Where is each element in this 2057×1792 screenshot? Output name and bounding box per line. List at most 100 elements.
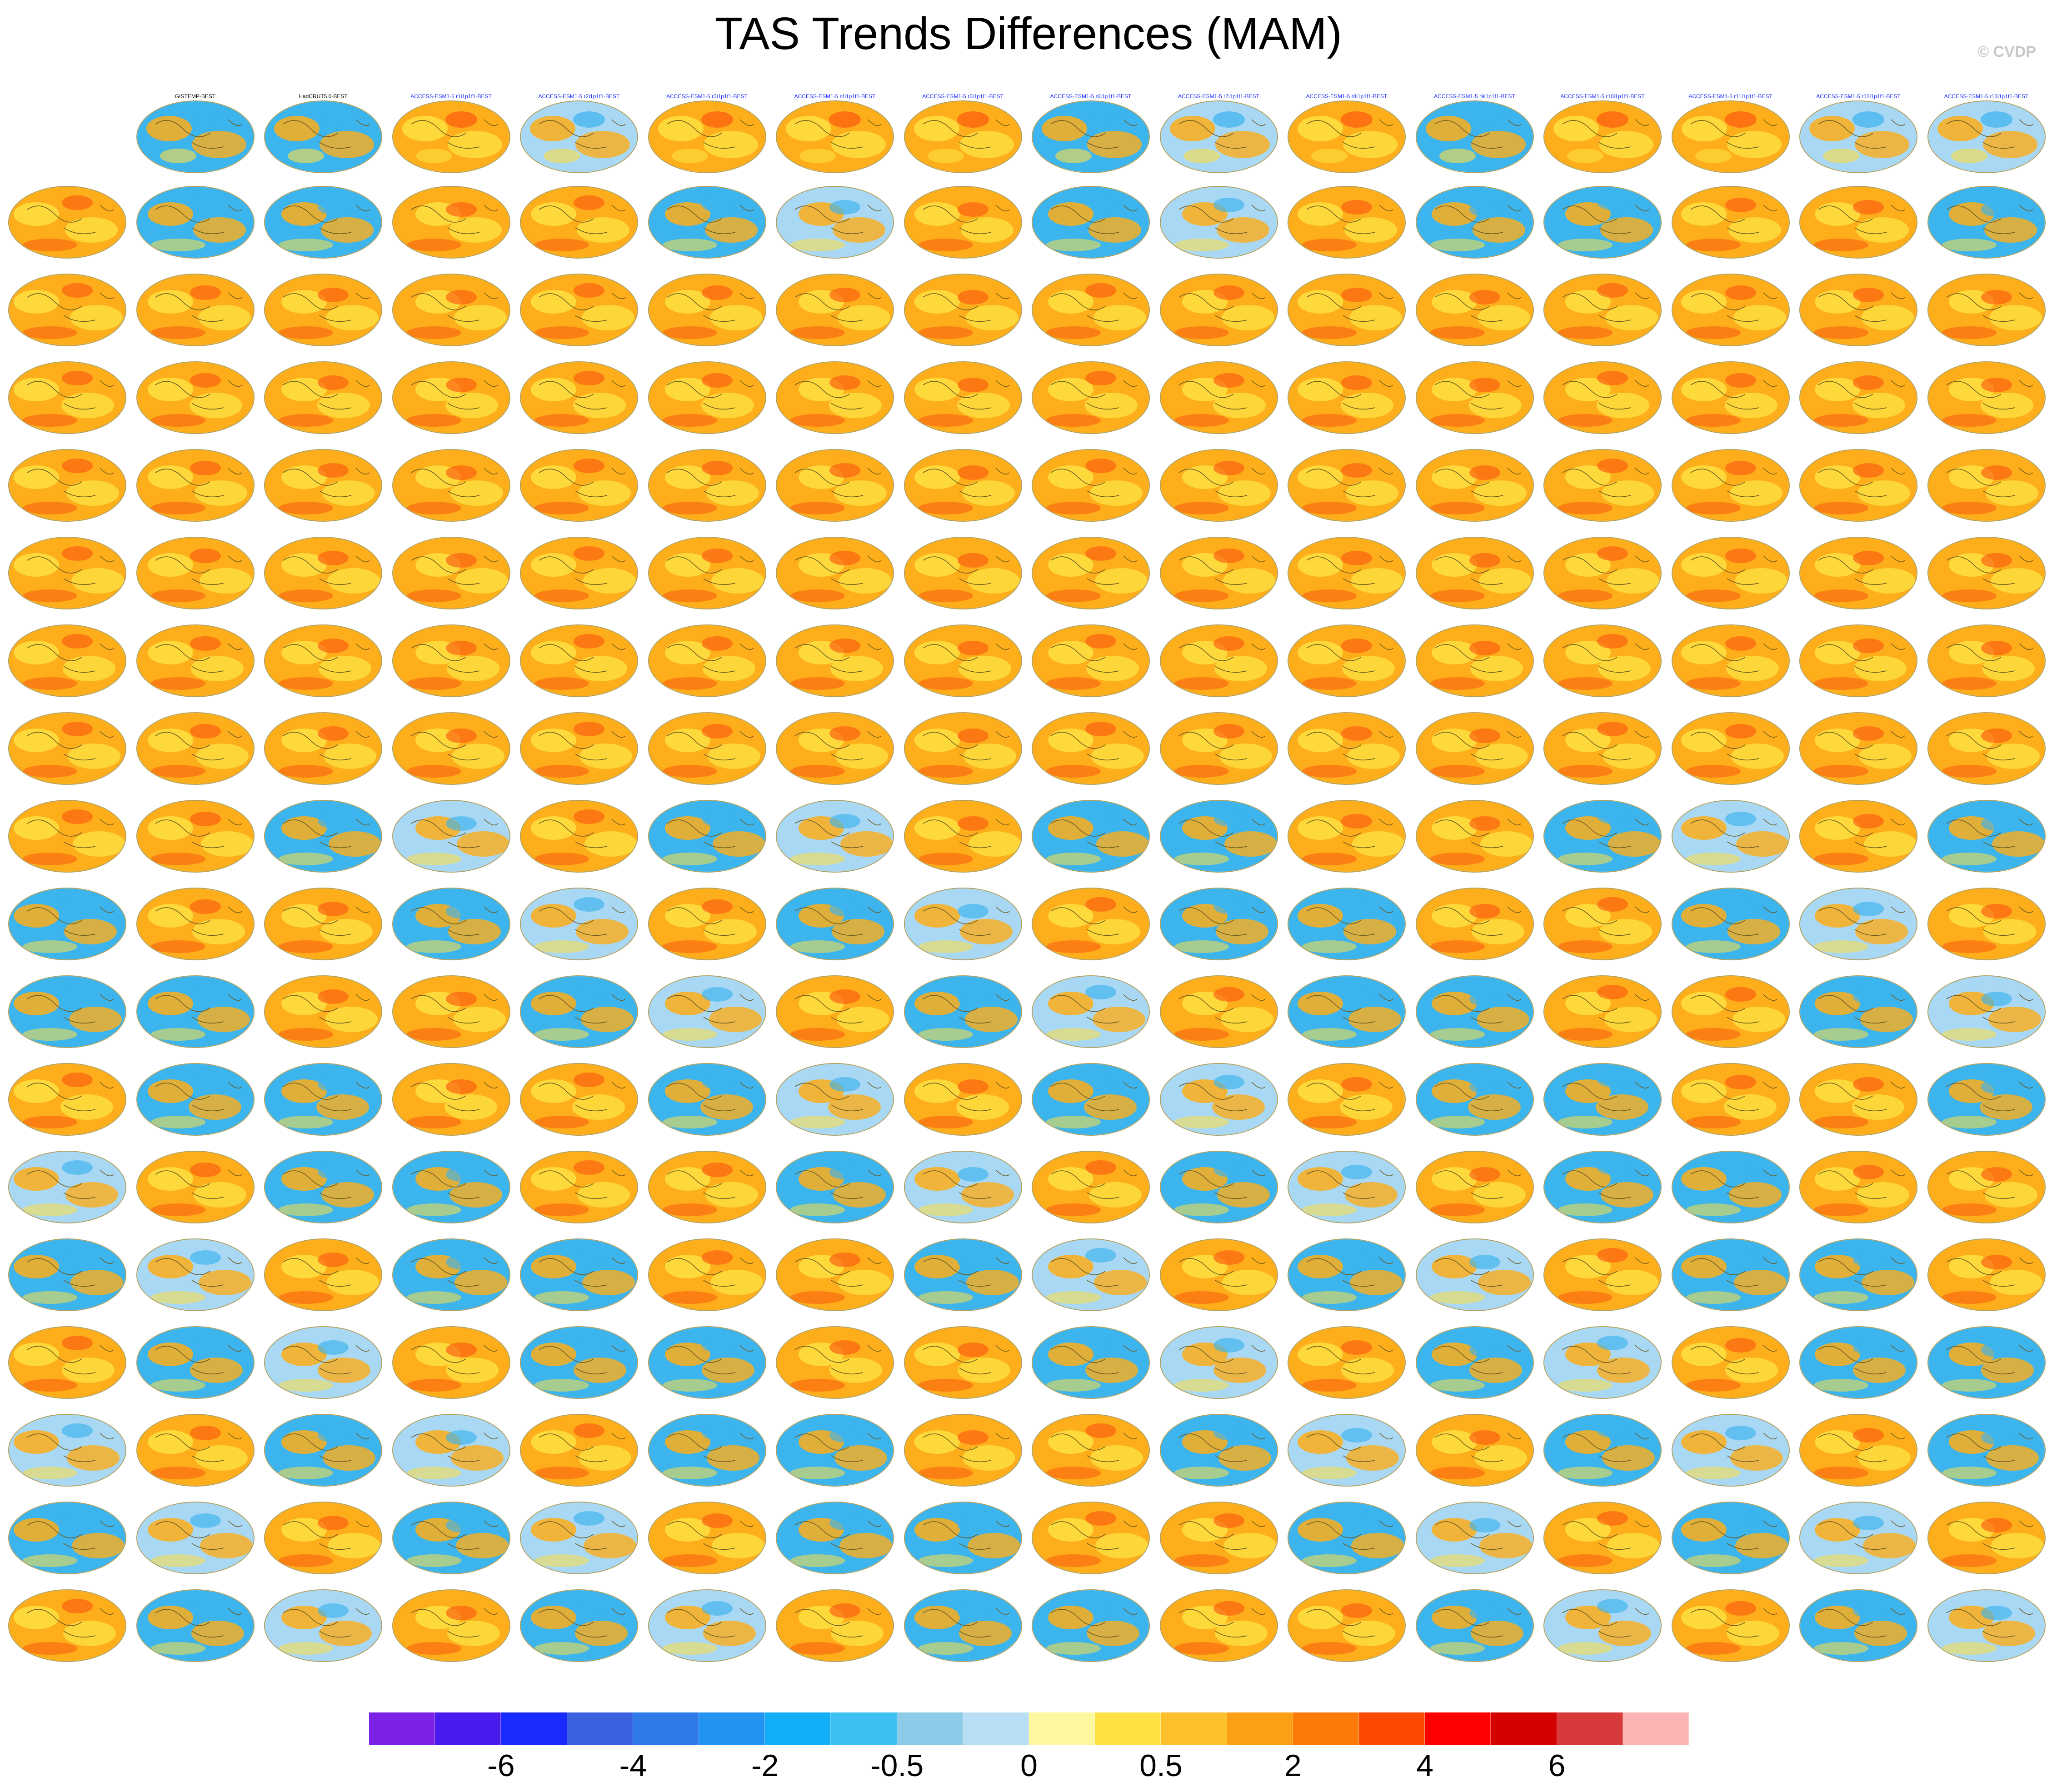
- globe-map: [776, 361, 894, 434]
- map-panel: [1156, 617, 1282, 699]
- globe-map: [264, 100, 382, 173]
- globe-map: [1671, 361, 1790, 434]
- map-panel: [389, 793, 514, 874]
- map-panel: [5, 354, 130, 436]
- map-panel: [5, 705, 130, 787]
- colorbar-tick-label: -2: [751, 1748, 779, 1783]
- globe-map: [136, 1502, 255, 1574]
- globe-map: [1543, 800, 1662, 873]
- colorbar-tick-labels: -6 -4 -2 -0.5 0 0.5 2 4 6: [369, 1747, 1689, 1788]
- map-panel: [516, 705, 642, 787]
- panel-label: ACCESS-ESM1-5 r4i1p1f1-BEST: [794, 93, 876, 100]
- globe-map: [1543, 1151, 1662, 1223]
- panel-label: ACCESS-ESM1-5 r1i1p1f1-BEST: [410, 93, 492, 100]
- globe-map: [1159, 274, 1278, 346]
- globe-map: [1927, 888, 2046, 960]
- map-panel: [1924, 1494, 2049, 1576]
- colorbar-box: [1425, 1712, 1491, 1745]
- map-panel: [644, 793, 770, 874]
- globe-map: [1543, 1589, 1662, 1662]
- map-panel: [1412, 1231, 1538, 1313]
- map-panel: [5, 1582, 130, 1664]
- globe-map: [1288, 888, 1406, 960]
- map-panel: [260, 617, 386, 699]
- map-panel: [260, 880, 386, 962]
- globe-map: [1543, 449, 1662, 522]
- globe-map: [904, 186, 1022, 259]
- globe-map: [1032, 1502, 1150, 1574]
- globe-map: [1159, 1326, 1278, 1399]
- map-panel: [1284, 266, 1409, 348]
- globe-map: [1927, 1589, 2046, 1662]
- globe-map: [8, 712, 126, 785]
- globe-map: [1927, 1414, 2046, 1487]
- map-panel: [900, 705, 1026, 787]
- globe-map: [520, 1414, 638, 1487]
- globe-map: [1288, 712, 1406, 785]
- globe-map: [648, 1151, 766, 1223]
- map-panel: [772, 1319, 898, 1401]
- globe-map: [1288, 1502, 1406, 1574]
- globe-map: [1415, 537, 1534, 609]
- globe-map: [1799, 888, 1917, 960]
- map-panel: [133, 705, 258, 787]
- globe-map: [1288, 449, 1406, 522]
- map-panel: [1284, 1407, 1409, 1488]
- map-panel: [1412, 617, 1538, 699]
- map-panel: [133, 354, 258, 436]
- map-panel: [5, 1407, 130, 1488]
- globe-map: [392, 449, 510, 522]
- map-panel: [1156, 1319, 1282, 1401]
- colorbar-box: [369, 1712, 435, 1745]
- map-panel: [1924, 1056, 2049, 1138]
- map-panel: [1156, 179, 1282, 260]
- globe-map: [392, 624, 510, 697]
- map-panel: ACCESS-ESM1-5 r5i1p1f1-BEST: [900, 93, 1026, 175]
- globe-map: [264, 1502, 382, 1574]
- globe-map: [136, 449, 255, 522]
- globe-map: [1415, 1151, 1534, 1223]
- globe-map: [904, 537, 1022, 609]
- colorbar-tick-label: 4: [1416, 1748, 1434, 1783]
- map-panel: [133, 1407, 258, 1488]
- map-panel: [5, 1494, 130, 1576]
- globe-map: [648, 712, 766, 785]
- globe-map: [392, 186, 510, 259]
- map-panel: [1412, 968, 1538, 1050]
- globe-map: [264, 361, 382, 434]
- map-panel: [772, 1231, 898, 1313]
- globe-map: [1415, 712, 1534, 785]
- map-panel: [516, 617, 642, 699]
- map-panel: [260, 1056, 386, 1138]
- map-panel: [1540, 705, 1665, 787]
- map-panel: [5, 442, 130, 524]
- globe-map: [1543, 975, 1662, 1048]
- map-panel: [1796, 1056, 1921, 1138]
- map-panel: [1284, 1231, 1409, 1313]
- globe-map: [1415, 1326, 1534, 1399]
- globe-map: [904, 100, 1022, 173]
- map-panel: [1028, 1231, 1153, 1313]
- globe-map: [8, 186, 126, 259]
- globe-map: [1671, 1589, 1790, 1662]
- globe-map: [520, 186, 638, 259]
- globe-map: [1159, 1063, 1278, 1136]
- globe-map: [1288, 1414, 1406, 1487]
- map-panel: ACCESS-ESM1-5 r13i1p1f1-BEST: [1924, 93, 2049, 175]
- map-panel: [772, 705, 898, 787]
- globe-map: [1415, 100, 1534, 173]
- colorbar-tick-label: 0: [1020, 1748, 1038, 1783]
- map-panel: [1540, 1582, 1665, 1664]
- globe-map: [136, 712, 255, 785]
- map-panel: [900, 1143, 1026, 1225]
- map-panel: [1156, 705, 1282, 787]
- map-panel: [1540, 968, 1665, 1050]
- map-panel: [772, 529, 898, 611]
- map-panel: [1668, 1056, 1793, 1138]
- globe-map: [904, 1589, 1022, 1662]
- map-panel: [1284, 617, 1409, 699]
- globe-map: [136, 1326, 255, 1399]
- globe-map: [904, 1151, 1022, 1223]
- globe-map: [1671, 1238, 1790, 1311]
- globe-map: [1799, 975, 1917, 1048]
